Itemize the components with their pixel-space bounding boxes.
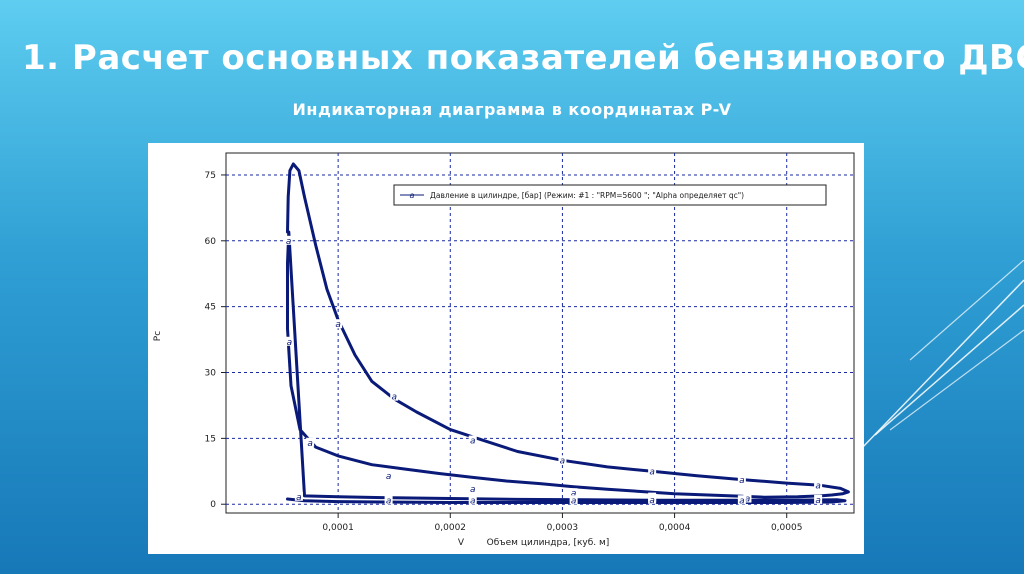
data-marker-bg [294,491,303,501]
x-axis-short-label: V [458,538,465,548]
pv-diagram-chart: 0,0001 0,0002 0,0003 0,0004 0,0005 0 15 30 45 60 7… [153,152,855,548]
data-marker-bg [468,483,477,493]
data-marker: a [739,496,745,506]
slide-subtitle: Индикаторная диаграмма в координатах P-V [292,100,732,119]
data-marker: a [649,467,655,477]
legend-marker: a [410,191,415,200]
y-tick-label: 75 [205,171,216,181]
data-marker-bg [737,495,746,505]
legend-text: Давление в цилиндре, [бар] (Режим: #1 : … [430,191,744,200]
data-marker: a [286,237,292,247]
data-marker: a [571,496,577,506]
data-marker: a [571,489,577,499]
slide-title: 1. Расчет основных показателей бензиново… [22,38,1024,78]
decorative-lines [859,260,1024,451]
data-marker: a [296,493,302,503]
data-marker: a [391,393,397,403]
legend-box [393,184,827,206]
chart-panel: 0,0001 0,0002 0,0003 0,0004 0,0005 0 15 30 45 60 7… [148,143,864,554]
data-marker-bg [558,455,567,465]
data-marker-bg [569,488,578,498]
data-marker-bg [384,471,393,481]
data-marker: a [335,320,341,330]
data-marker-bg [306,437,315,447]
data-marker-bg [743,493,752,503]
data-marker-bg [390,391,399,401]
data-marker: a [649,496,655,506]
data-marker-bg [569,495,578,505]
data-marker-bg [648,466,657,476]
y-tick-label: 0 [210,500,216,510]
data-marker: a [745,495,751,505]
y-tick-label: 15 [205,434,216,444]
data-marker-bg [285,336,294,346]
x-tick-label: 0,0004 [659,523,691,533]
data-marker-bg [814,494,823,504]
data-marker-bg [737,475,746,485]
y-tick-label: 60 [205,237,217,247]
x-tick-label: 0,0005 [771,523,803,533]
data-marker: a [815,481,821,491]
data-marker: a [386,472,392,482]
data-marker-bg [384,495,393,505]
data-marker: a [287,338,293,348]
data-marker-bg [468,435,477,445]
series-line-pressure [286,162,850,504]
x-tick-label: 0,0002 [435,523,467,533]
x-tick-label: 0,0003 [547,523,579,533]
data-marker-bg [468,495,477,505]
data-marker: a [470,437,476,447]
data-marker: a [470,496,476,506]
x-axis-label: Объем цилиндра, [куб. м] [487,538,610,548]
y-tick-label: 45 [205,303,216,313]
data-marker-bg [648,494,657,504]
x-tick-label: 0,0001 [322,523,354,533]
data-marker-bg [284,235,293,245]
data-marker: a [815,496,821,506]
data-marker: a [386,496,392,506]
plot-frame [225,152,855,514]
y-tick-label: 30 [205,369,217,379]
data-marker: a [739,476,745,486]
data-marker-bg [814,480,823,490]
y-axis-label: Pc [153,331,163,341]
data-marker: a [560,456,566,466]
data-marker: a [470,485,476,495]
data-marker: a [307,439,313,449]
data-marker-bg [334,319,343,329]
